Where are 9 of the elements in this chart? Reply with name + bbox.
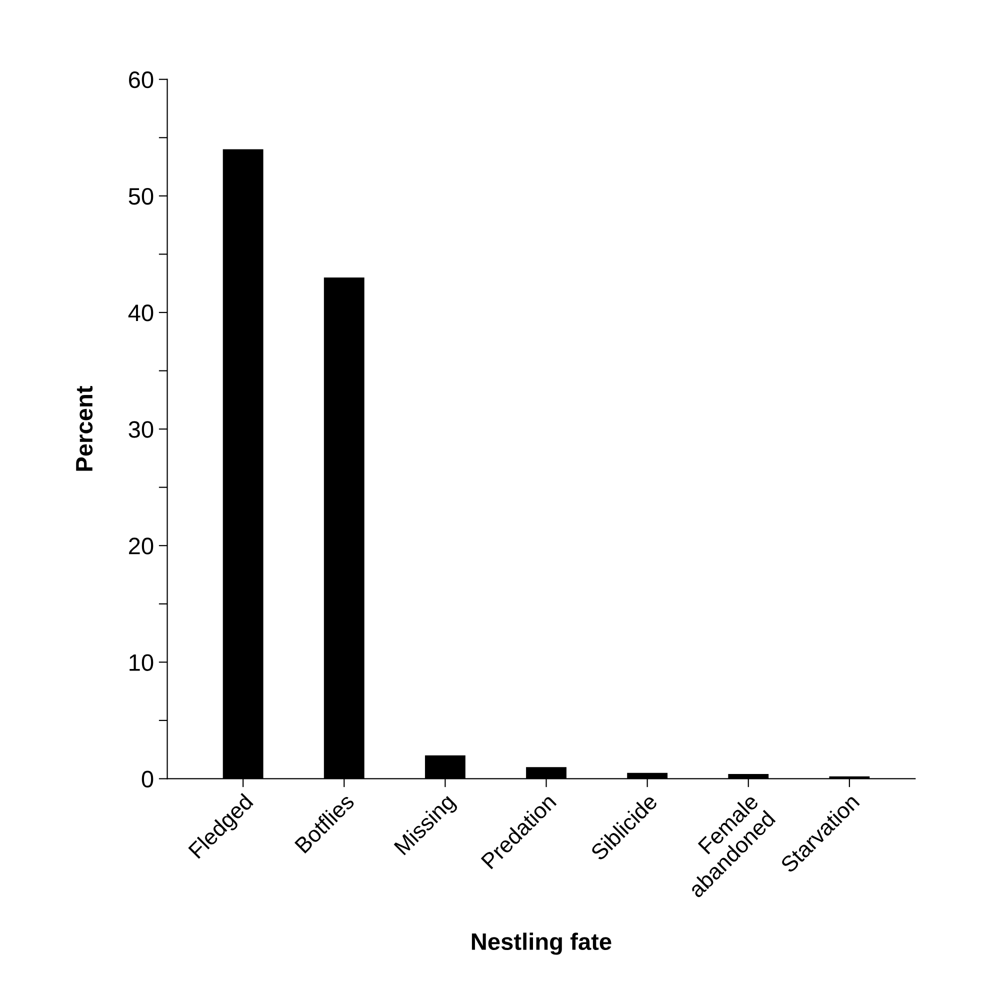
y-tick-label: 0: [142, 770, 154, 788]
x-axis-title: Nestling fate: [472, 932, 612, 955]
y-axis-title: Percent: [76, 386, 93, 471]
y-tick-label: 60: [129, 71, 154, 88]
y-tick-label: 20: [129, 538, 154, 554]
y-tick-label: 40: [128, 304, 154, 322]
y-tick-label: 50: [128, 188, 154, 205]
y-tick-label: 30: [128, 421, 154, 438]
y-tick-label: 10: [130, 654, 154, 671]
